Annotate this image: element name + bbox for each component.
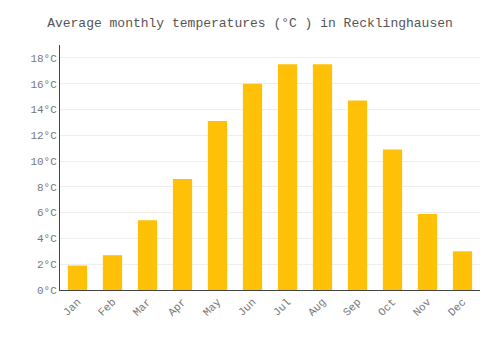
svg-text:12°C: 12°C [30,130,57,142]
svg-text:2°C: 2°C [37,259,57,271]
svg-text:14°C: 14°C [30,104,57,116]
svg-text:Oct: Oct [376,296,398,318]
svg-text:Nov: Nov [411,296,434,319]
svg-text:Jun: Jun [236,296,258,318]
svg-text:Aug: Aug [306,296,328,318]
svg-text:Apr: Apr [166,296,188,318]
svg-text:0°C: 0°C [37,285,57,297]
svg-text:Feb: Feb [96,296,118,318]
svg-text:16°C: 16°C [30,79,57,91]
svg-text:10°C: 10°C [30,156,57,168]
svg-text:18°C: 18°C [30,53,57,65]
svg-text:Jan: Jan [61,296,83,318]
svg-text:Mar: Mar [131,296,153,318]
svg-text:May: May [201,296,224,319]
svg-text:8°C: 8°C [37,182,57,194]
svg-text:Jul: Jul [271,296,293,318]
svg-text:6°C: 6°C [37,207,57,219]
svg-text:4°C: 4°C [37,233,57,245]
svg-text:Dec: Dec [446,296,468,318]
svg-text:Average monthly temperatures (: Average monthly temperatures (°C ) in Re… [47,16,453,31]
svg-text:Sep: Sep [341,296,363,318]
